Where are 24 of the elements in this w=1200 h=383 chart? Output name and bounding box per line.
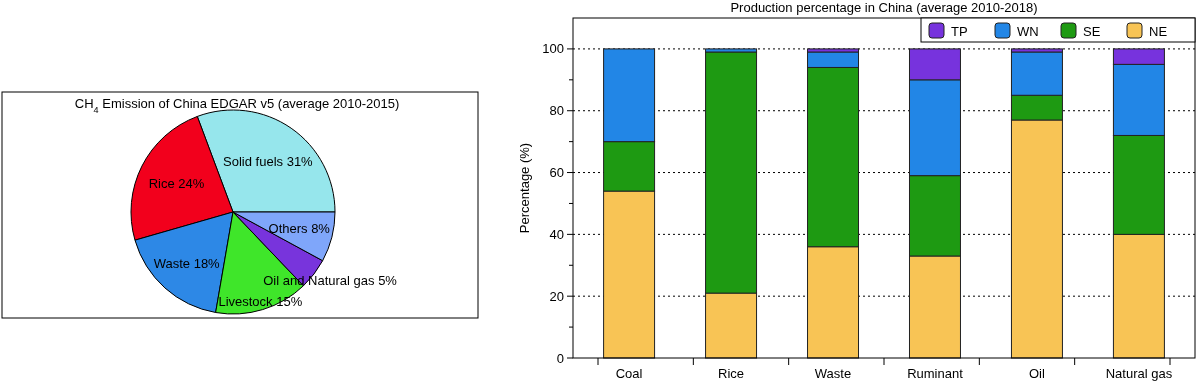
y-axis-title: Percentage (%) <box>517 142 532 234</box>
y-tick-label: 0 <box>556 350 564 366</box>
legend-label: NE <box>1149 23 1168 39</box>
slice-label: Others 8% <box>268 221 331 237</box>
slice-label: Solid fuels 31% <box>223 154 314 170</box>
x-tick-label: Ruminant <box>907 366 964 381</box>
slice-label: Rice 24% <box>148 176 205 192</box>
x-tick-label: Oil <box>1029 366 1046 381</box>
slice-label: Waste 18% <box>153 256 221 272</box>
legend-label: WN <box>1017 23 1039 39</box>
legend-label: SE <box>1083 23 1101 39</box>
y-tick-label: 80 <box>549 103 564 119</box>
slice-label: Livestock 15% <box>218 294 303 310</box>
x-tick-label: Natural gas <box>1105 366 1173 381</box>
y-tick-label: 20 <box>549 288 564 304</box>
y-tick-label: 100 <box>542 41 564 57</box>
x-tick-label: Waste <box>814 366 852 381</box>
chart-title: CH$_{4}$ Emission of China EDGAR v5 (average 2010-2015) <box>74 96 400 115</box>
chart-title: Production percentage in China (average 2010-2018) <box>730 0 1038 15</box>
y-tick-label: 40 <box>549 226 564 242</box>
x-tick-label: Coal <box>615 366 643 381</box>
x-tick-label: Rice <box>718 366 745 381</box>
y-tick-label: 60 <box>549 165 564 181</box>
legend-label: TP <box>951 23 968 39</box>
